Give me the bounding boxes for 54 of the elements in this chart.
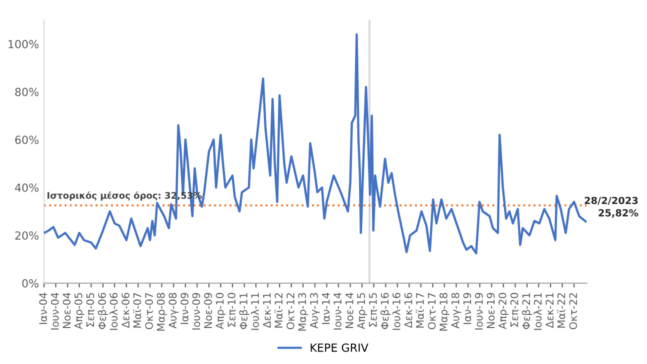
x-tick-label: Σεπ-05 (86, 293, 94, 327)
x-tick-label: Νοε-19 (486, 292, 495, 328)
x-tick-label: Νοε-14 (346, 292, 354, 328)
x-tick-label: Νοε-04 (62, 292, 71, 328)
x-tick-label: Σεπ-15 (369, 293, 377, 327)
x-tick-label: Οκτ-12 (286, 293, 294, 330)
x-tick-label: Μαϊ-17 (416, 293, 424, 328)
x-tick-label: Φεβ-11 (239, 293, 250, 330)
x-tick-label: Ιαν-09 (180, 292, 188, 324)
x-tick-label: Ιαν-04 (39, 292, 48, 324)
x-tick-label: Δεκ-06 (122, 292, 130, 328)
x-tick-label: Αυγ-18 (451, 292, 462, 328)
y-tick-label: 40% (14, 183, 39, 192)
x-tick-label: Μαϊ-07 (133, 293, 142, 328)
x-tick-label: Μαρ-08 (156, 292, 167, 331)
x-tick-label: Σεπ-20 (510, 292, 518, 327)
y-tick-label: 80% (15, 88, 39, 96)
x-tick-label: Ιουλ-16 (392, 292, 400, 330)
x-tick-label: Δεκ-21 (546, 293, 554, 328)
x-tick-label: Αυγ-08 (168, 292, 179, 328)
x-tick-label: Ιαν-14 (322, 292, 330, 324)
x-tick-label: Ιουλ-11 (250, 293, 259, 330)
x-tick-label: Σεπ-10 (228, 292, 236, 327)
x-tick-label: Αυγ-13 (310, 293, 320, 328)
x-tick-label: Οκτ-07 (145, 293, 153, 330)
legend-label: KEPE GRIV (310, 343, 368, 352)
x-tick-label: Ιουν-04 (50, 292, 59, 330)
x-tick-label: Οκτ-22 (569, 293, 578, 330)
x-tick-label: Μαρ-13 (298, 293, 308, 331)
x-tick-label: Ιουν-14 (334, 292, 342, 330)
x-tick-label: Ιουν-19 (474, 292, 483, 330)
annotation: 28/2/2023 25,82% (584, 196, 638, 218)
x-tick-label: Φεβ-21 (522, 293, 532, 330)
x-tick-label: Ιουλ-06 (110, 292, 118, 330)
x-tick-label: Απρ-20 (498, 292, 508, 330)
x-tick-label: Οκτ-17 (428, 293, 436, 330)
x-tick-label: Μαϊ-12 (274, 293, 283, 328)
y-tick-label: 20% (15, 231, 39, 240)
x-tick-label: Απρ-15 (357, 293, 368, 330)
x-tick-label: Δεκ-11 (263, 293, 271, 328)
x-tick-label: Δεκ-16 (404, 292, 412, 328)
y-tick-label: 100% (8, 40, 39, 48)
x-tick-label: Μαρ-18 (440, 292, 450, 331)
x-tick-label: Ιουλ-21 (534, 293, 542, 330)
x-tick-label: Νοε-09 (204, 292, 212, 328)
x-tick-label: Μαϊ-22 (557, 293, 566, 328)
y-tick-label: 60% (15, 136, 39, 144)
x-tick-label: Φεβ-16 (380, 292, 391, 330)
x-tick-label: Φεβ-06 (98, 292, 108, 330)
x-tick-label: Ιαν-19 (463, 292, 472, 324)
x-tick-label: Απρ-10 (216, 292, 226, 330)
x-tick-label: Ιουν-09 (192, 292, 200, 330)
x-tick-label: Απρ-05 (74, 293, 84, 330)
y-tick-label: 0% (22, 279, 39, 288)
